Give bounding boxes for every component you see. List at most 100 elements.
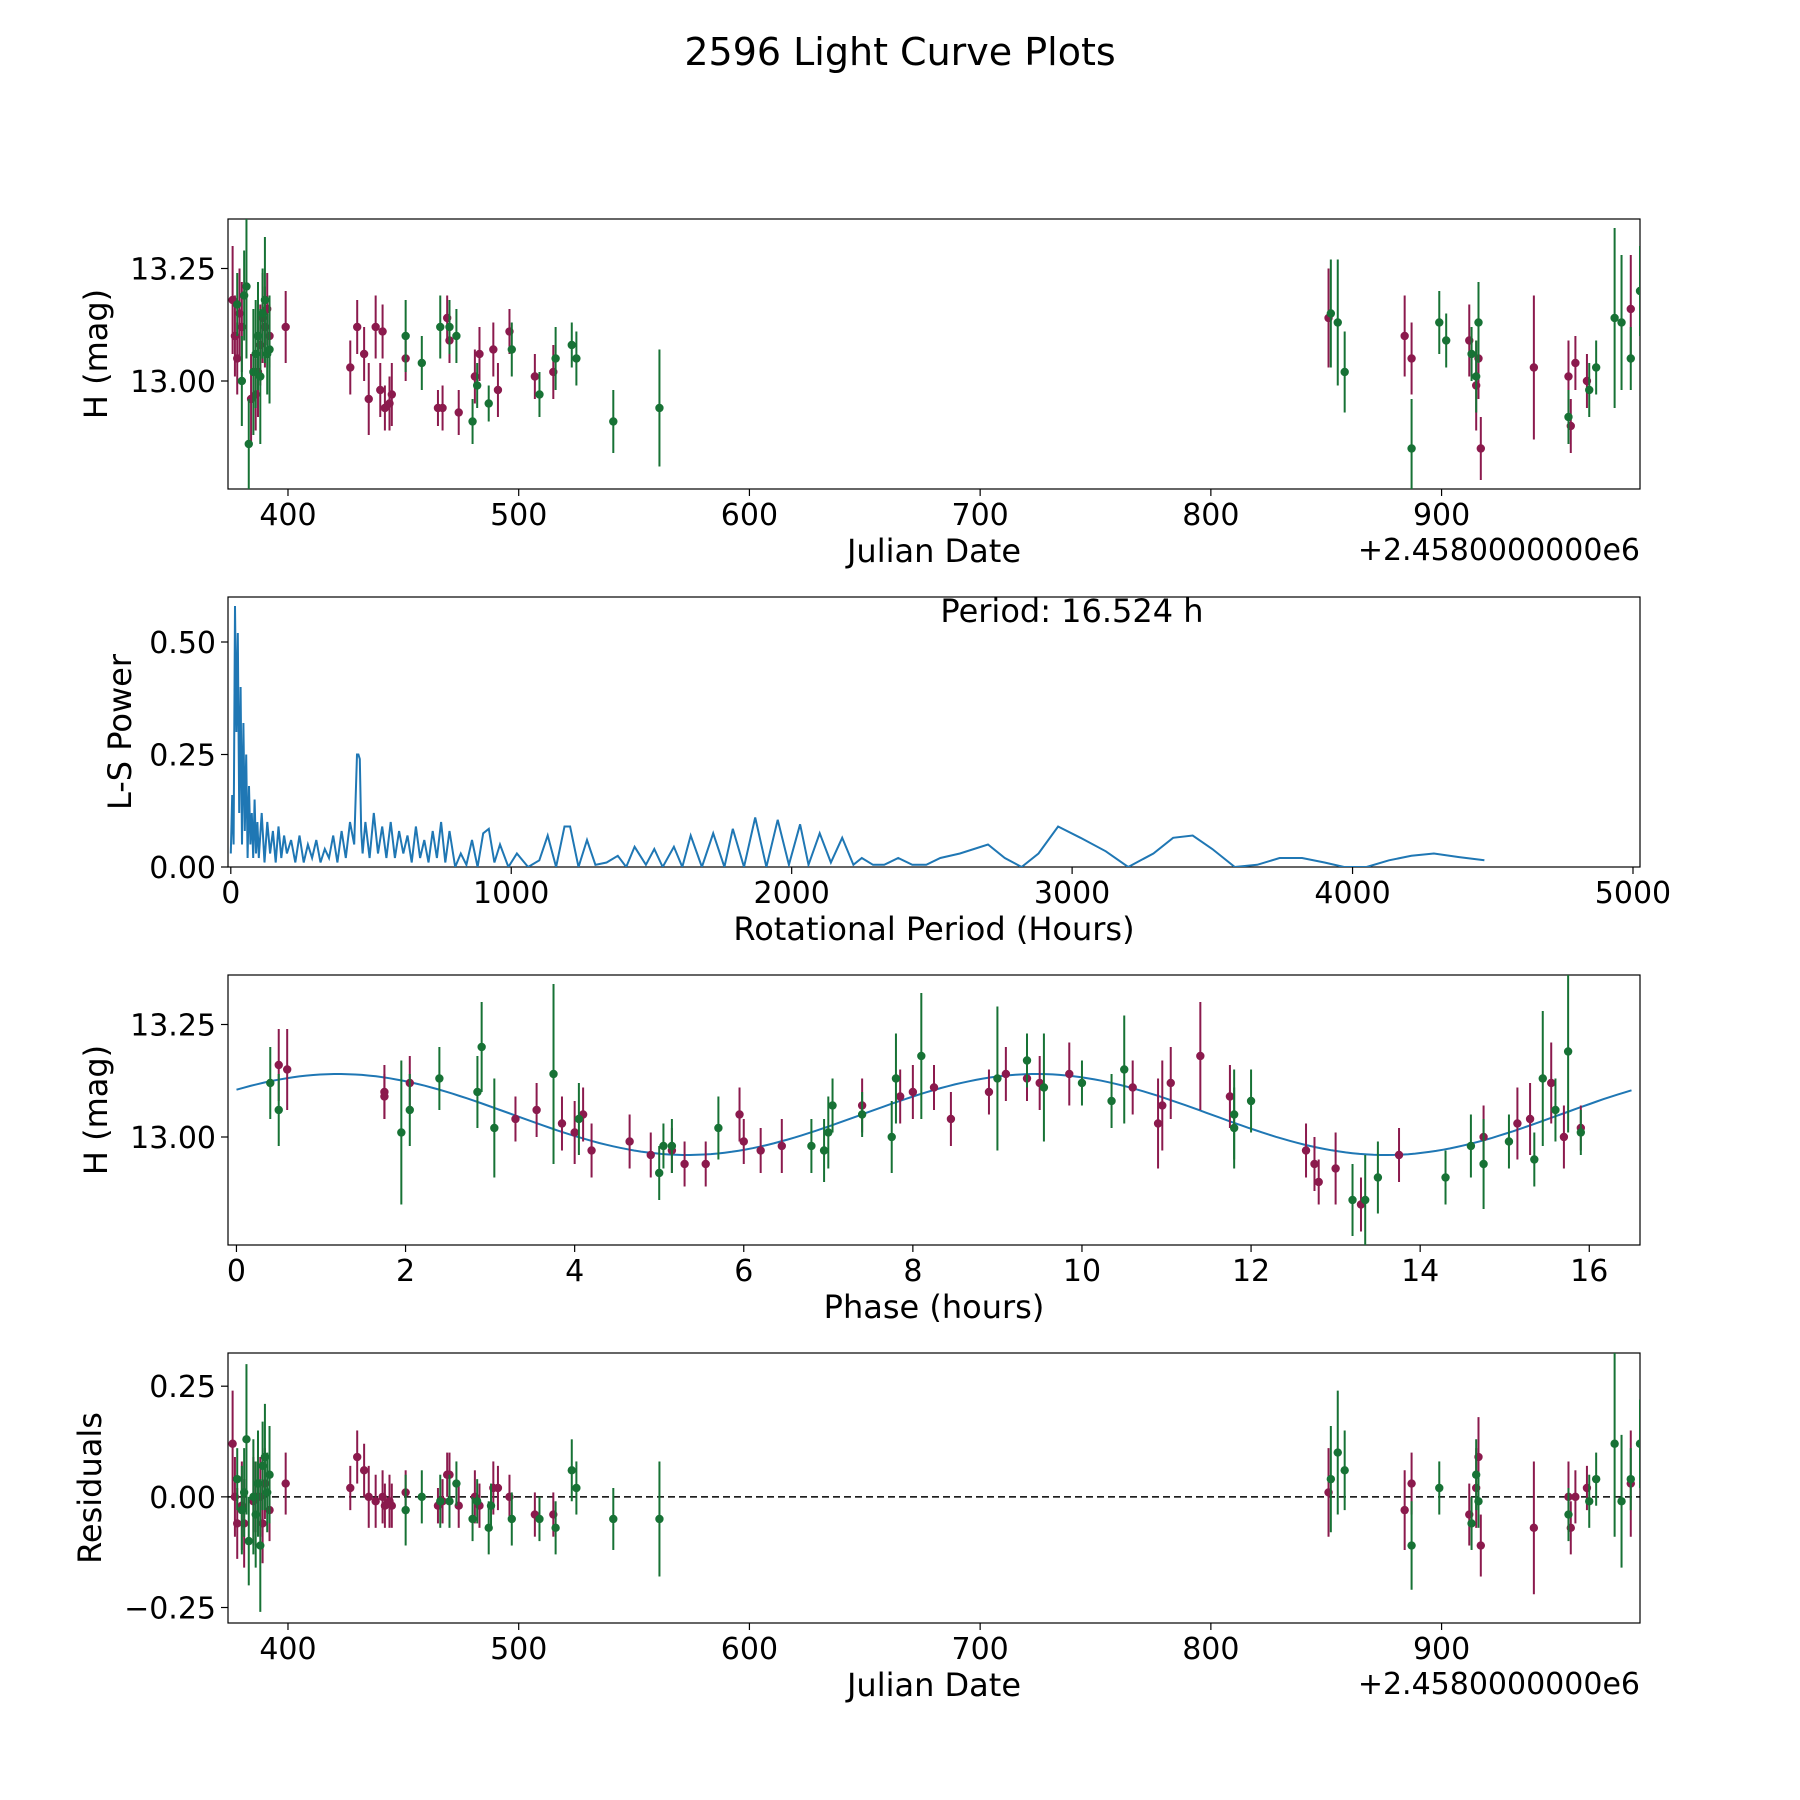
lightcurve-xtick-label: 600 [721, 498, 778, 533]
phased-data-point [490, 1123, 499, 1133]
lightcurve-data-point [438, 403, 447, 413]
phased-data-point [891, 1074, 901, 1083]
phased-data-point [807, 1141, 816, 1151]
phased-data-point [1065, 1069, 1074, 1079]
residuals-xtick-label: 800 [1182, 1632, 1239, 1667]
residuals-data-point [1326, 1474, 1336, 1484]
lightcurve-data-point [1441, 336, 1451, 345]
lightcurve-data-point [1585, 385, 1594, 395]
phased-data-point [1394, 1150, 1404, 1160]
lightcurve-data-point [378, 327, 387, 336]
phased-data-point [380, 1092, 389, 1101]
lightcurve-ylabel: H (mag) [77, 289, 115, 419]
phased-data-point [1373, 1173, 1383, 1182]
lightcurve-data-point [256, 372, 265, 381]
residuals-data-point [1571, 1492, 1580, 1502]
phased-data-point [857, 1110, 867, 1119]
phased-data-point [1576, 1128, 1586, 1137]
phased-data-point [777, 1141, 787, 1151]
phased-data-point [646, 1150, 655, 1160]
residuals-data-point [387, 1501, 397, 1510]
periodogram-ytick-label: 0.25 [149, 739, 216, 774]
lightcurve-data-point [265, 345, 274, 354]
residuals-data-point [1407, 1479, 1416, 1488]
phased-data-point [1314, 1177, 1323, 1187]
phased-data-point [1530, 1155, 1539, 1164]
periodogram-xtick-label: 0 [221, 876, 240, 911]
phased-data-point [828, 1101, 837, 1110]
residuals-xtick-label: 600 [721, 1632, 778, 1667]
lightcurve-data-point [1407, 444, 1416, 453]
phased-data-point [756, 1146, 765, 1155]
residuals-data-point [244, 1536, 253, 1546]
phased-xtick-label: 6 [734, 1254, 753, 1289]
residuals-data-point [468, 1514, 477, 1524]
phased-data-point [1022, 1056, 1032, 1065]
periodogram-xtick-label: 4000 [1314, 876, 1390, 911]
lightcurve-data-point [371, 322, 380, 332]
lightcurve-data-point [1626, 304, 1635, 314]
lightcurve-data-point [233, 300, 242, 309]
phased-data-point [574, 1114, 584, 1124]
residuals-data-point [493, 1483, 503, 1493]
lightcurve-data-point [484, 399, 493, 408]
residuals-data-point [265, 1470, 274, 1479]
phased-data-point [887, 1132, 896, 1142]
phased-data-point [1348, 1195, 1357, 1205]
residuals-xlabel: Julian Date [845, 1666, 1021, 1704]
phased-data-point [435, 1074, 444, 1083]
lightcurve-data-point [1610, 313, 1619, 323]
residuals-data-point [1591, 1474, 1601, 1484]
lightcurve-x-offset: +2.4580000000e6 [1358, 533, 1640, 568]
residuals-data-point [1529, 1523, 1539, 1533]
lightcurve-data-point [507, 345, 516, 354]
phased-data-point [1128, 1083, 1137, 1092]
residuals-data-point [486, 1501, 496, 1510]
phased-data-point [1246, 1096, 1256, 1106]
residuals-ylabel: Residuals [71, 1412, 109, 1564]
phased-marks [236, 975, 1632, 1245]
phased-data-point [1361, 1195, 1370, 1205]
phased-data-point [1441, 1173, 1450, 1182]
phased-data-point [1310, 1159, 1319, 1169]
residuals-xtick-label: 900 [1413, 1632, 1470, 1667]
phased-ticks: 0 2 4 6 8 10 12 14 16 13.00 13.25 [130, 1009, 1608, 1290]
phased-data-point [680, 1159, 689, 1169]
residuals-data-point [1617, 1497, 1626, 1506]
residuals-data-point [1626, 1474, 1635, 1484]
phased-xtick-label: 4 [565, 1254, 584, 1289]
phased-data-point [587, 1146, 596, 1155]
lightcurve-data-point [1564, 412, 1573, 422]
phased-data-point [659, 1141, 668, 1151]
phased-data-point [1563, 1047, 1573, 1056]
lightcurve-ytick-label: 13.25 [130, 253, 216, 288]
residuals-data-point [371, 1497, 380, 1506]
lightcurve-data-point [244, 439, 253, 449]
residuals-ticks: 400 500 600 700 800 900 −0.25 0.00 0.25 [124, 1370, 1470, 1667]
lightcurve-data-point [364, 394, 373, 404]
residuals-data-point [233, 1519, 242, 1528]
lightcurve-xtick-label: 400 [259, 498, 316, 533]
residuals-data-point [1564, 1510, 1573, 1519]
residuals-data-point [1333, 1448, 1342, 1457]
residuals-x-offset: +2.4580000000e6 [1358, 1667, 1640, 1702]
residuals-data-point [233, 1474, 242, 1484]
lightcurve-xtick-label: 700 [952, 498, 1009, 533]
periodogram-panel: 0 1000 2000 3000 4000 5000 0.00 0.25 0.50 Period… [101, 592, 1671, 948]
periodogram-ytick-label: 0.50 [149, 626, 216, 661]
periodogram-ylabel: L-S Power [101, 653, 139, 810]
phased-data-point [282, 1065, 292, 1074]
lightcurve-data-point [1591, 363, 1601, 372]
lightcurve-data-point [1467, 349, 1476, 359]
phased-data-point [1153, 1119, 1163, 1128]
phased-data-point [625, 1137, 634, 1146]
residuals-data-point [256, 1541, 265, 1550]
lightcurve-data-point [1471, 372, 1481, 381]
lightcurve-data-point [472, 381, 482, 390]
phased-data-point [1504, 1137, 1514, 1146]
periodogram-ytick-label: 0.00 [149, 851, 216, 886]
residuals-data-point [445, 1497, 454, 1506]
lightcurve-data-point [1564, 372, 1573, 381]
phased-data-point [993, 1074, 1002, 1083]
lightcurve-data-point [346, 363, 355, 372]
